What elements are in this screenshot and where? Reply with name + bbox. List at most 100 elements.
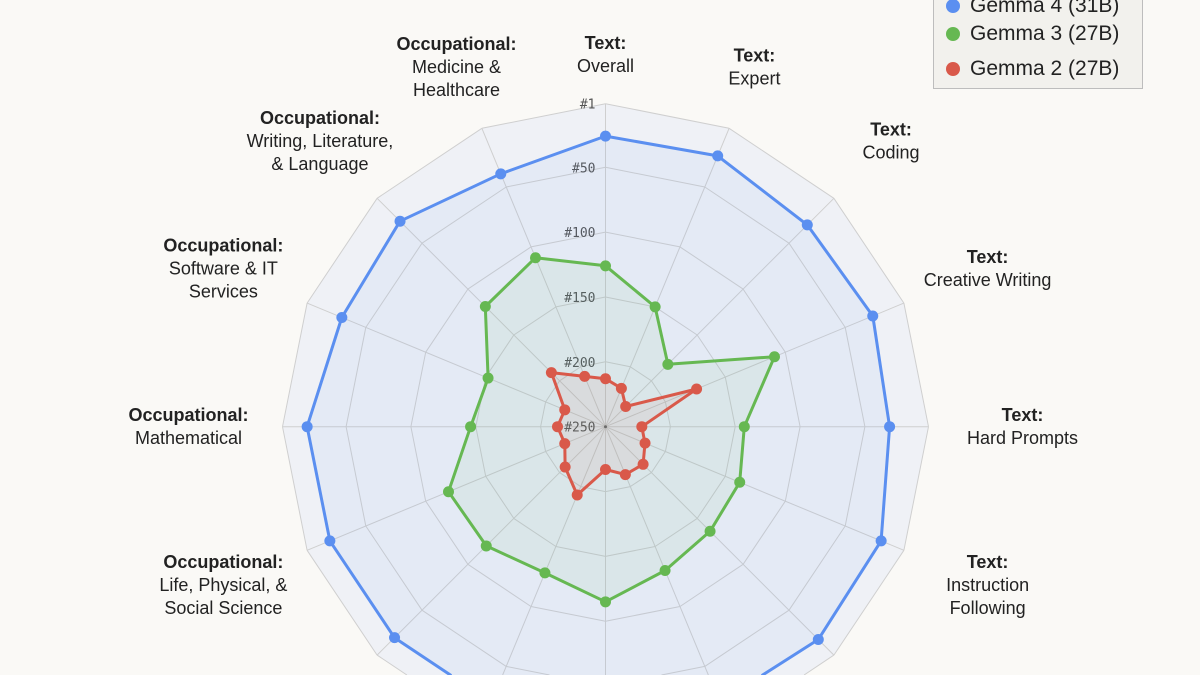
legend-label: Gemma 4 (31B) <box>970 0 1120 17</box>
series-line <box>447 256 776 604</box>
grid-spoke <box>306 426 606 551</box>
data-point <box>443 486 455 498</box>
data-point <box>704 525 716 537</box>
legend-marker <box>946 0 960 13</box>
data-point <box>559 404 571 416</box>
axis-label-name: Life, Physical, & <box>159 575 287 595</box>
data-point <box>479 301 491 313</box>
data-point <box>600 596 611 608</box>
legend-label: Gemma 2 (27B) <box>970 57 1120 80</box>
axis-label-name: Following <box>950 598 1026 618</box>
data-point <box>495 168 507 180</box>
axis-label: Occupational: Software & IT Services <box>163 235 283 301</box>
axis-label: Text: Hard Prompts <box>967 405 1078 448</box>
grid-spoke <box>605 426 905 551</box>
axis-label-category: Text: <box>734 46 776 66</box>
data-point <box>480 540 492 552</box>
data-point <box>389 632 401 644</box>
legend-label: Gemma 3 (27B) <box>970 22 1120 45</box>
radial-tick-label: #50 <box>572 161 595 176</box>
data-point <box>482 372 494 384</box>
axis-label: Occupational: Writing, Literature, & Langu… <box>247 108 394 174</box>
data-point <box>812 634 824 646</box>
grid-ring <box>345 166 866 675</box>
grid-spoke <box>605 128 730 427</box>
grid-spoke <box>605 426 709 675</box>
axis-label-name: Writing, Literature, <box>247 131 394 151</box>
grid-spoke <box>306 302 606 428</box>
data-point <box>619 469 631 481</box>
data-point <box>734 476 746 488</box>
data-point <box>662 358 674 370</box>
series-fill <box>307 136 890 675</box>
axis-label-name: Instruction <box>946 575 1029 595</box>
data-point <box>649 301 661 313</box>
data-point <box>636 421 648 433</box>
axis-labels: Text: Overall Text: Expert Text: Coding Text: C… <box>128 33 1078 618</box>
data-point <box>301 421 313 433</box>
data-point <box>738 421 750 433</box>
data-point <box>801 219 813 231</box>
axis-label: Occupational: Medicine & Healthcare <box>397 34 517 100</box>
legend-marker <box>946 27 960 41</box>
axis-label-category: Text: <box>585 33 627 53</box>
grid-spoke <box>502 426 606 675</box>
grid-spoke <box>376 197 606 428</box>
axis-label-name: Services <box>189 281 258 301</box>
axis-label: Text: Instruction Following <box>946 552 1029 618</box>
axis-label-category: Text: <box>967 247 1009 267</box>
data-point <box>465 421 477 433</box>
data-point <box>712 150 724 162</box>
legend-item-gemma-4: Gemma 4 (31B) <box>946 0 1119 21</box>
data-point <box>600 260 611 272</box>
grid-spoke <box>605 197 835 428</box>
axis-label-name: Social Science <box>164 598 282 618</box>
series-fill <box>551 372 697 495</box>
radial-tick-label: #250 <box>564 421 595 436</box>
axis-label: Text: Overall <box>577 33 634 76</box>
data-point <box>875 535 887 547</box>
axis-label-category: Text: <box>870 120 912 140</box>
data-point <box>324 535 336 547</box>
legend-item-gemma-2: Gemma 2 (27B) <box>946 54 1119 84</box>
data-point <box>545 367 557 379</box>
series-2 <box>545 367 703 501</box>
series-layer <box>301 130 896 675</box>
axis-label-name: Mathematical <box>135 428 242 448</box>
legend-marker <box>946 62 960 76</box>
data-point <box>336 311 348 323</box>
axis-label-name: & Language <box>271 154 368 174</box>
axis-label: Occupational: Life, Physical, & Social Sci… <box>159 552 287 618</box>
axis-label: Occupational: Mathematical <box>128 405 248 448</box>
grid-ring <box>410 231 801 622</box>
axis-label-name: Medicine & <box>412 57 501 77</box>
data-point <box>571 489 583 501</box>
legend: Gemma 4 (31B) Gemma 3 (27B) Gemma 2 (27B… <box>933 0 1143 89</box>
grid-ring <box>282 103 929 675</box>
data-point <box>867 310 879 322</box>
data-point <box>659 565 671 577</box>
axis-label: Text: Coding <box>863 120 920 163</box>
data-point <box>559 461 571 473</box>
axis-label-name: Overall <box>577 56 634 76</box>
axis-label-category: Occupational: <box>397 34 517 54</box>
axis-label-category: Occupational: <box>163 552 283 572</box>
radial-ticks: #1 #50 #100 #150 #200 #250 <box>564 98 595 436</box>
series-1 <box>443 252 780 608</box>
axis-label-name: Creative Writing <box>924 270 1052 290</box>
grid-spoke <box>605 302 905 428</box>
axis-label-category: Text: <box>1002 405 1044 425</box>
axis-label-name: Coding <box>863 143 920 163</box>
data-point <box>579 370 591 382</box>
axis-label: Text: Creative Writing <box>924 247 1052 290</box>
data-point <box>884 421 896 433</box>
data-point <box>552 421 564 433</box>
data-point <box>615 382 627 394</box>
data-point <box>600 130 611 142</box>
data-point <box>639 437 651 449</box>
series-line <box>549 371 699 497</box>
series-line <box>305 134 892 675</box>
data-point <box>620 401 632 413</box>
axis-label: Text: Expert <box>728 46 780 89</box>
radial-tick-label: #100 <box>564 226 595 241</box>
